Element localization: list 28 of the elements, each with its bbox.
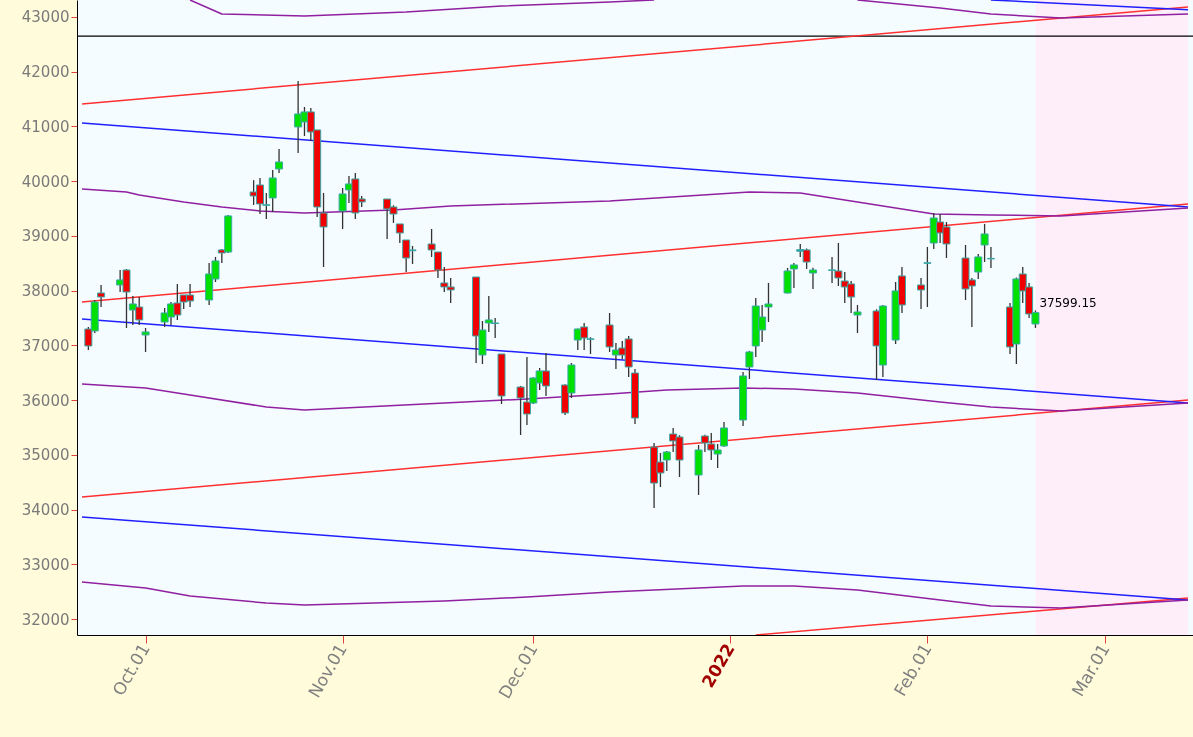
candlestick	[980, 223, 989, 263]
annotation: 37599.15	[1039, 295, 1097, 310]
y-tick-label: 35000	[21, 446, 70, 465]
candlestick	[917, 277, 926, 310]
candlestick	[319, 192, 328, 268]
candlestick	[395, 223, 404, 244]
y-tick-label: 36000	[21, 391, 70, 410]
y-tick-label: 43000	[21, 8, 70, 27]
candlestick	[275, 148, 284, 174]
candlestick	[141, 327, 150, 353]
candlestick	[974, 253, 983, 280]
y-tick-label: 37000	[21, 336, 70, 355]
line-series	[81, 188, 1189, 217]
y-tick-label: 38000	[21, 282, 70, 301]
candlestick	[268, 169, 277, 213]
y-tick-label: 34000	[21, 501, 70, 520]
candlestick	[986, 246, 995, 269]
y-tick-label: 42000	[21, 63, 70, 82]
y-tick-label: 41000	[21, 117, 70, 136]
candlestick	[719, 421, 728, 448]
candlestick	[294, 80, 303, 154]
y-tick-label: 39000	[21, 227, 70, 246]
candlestick	[923, 246, 932, 308]
line-series	[81, 581, 1189, 609]
y-tick-label: 32000	[21, 610, 70, 629]
y-tick-label: 40000	[21, 172, 70, 191]
y-tick-label: 33000	[21, 555, 70, 574]
candlestick	[808, 267, 817, 290]
